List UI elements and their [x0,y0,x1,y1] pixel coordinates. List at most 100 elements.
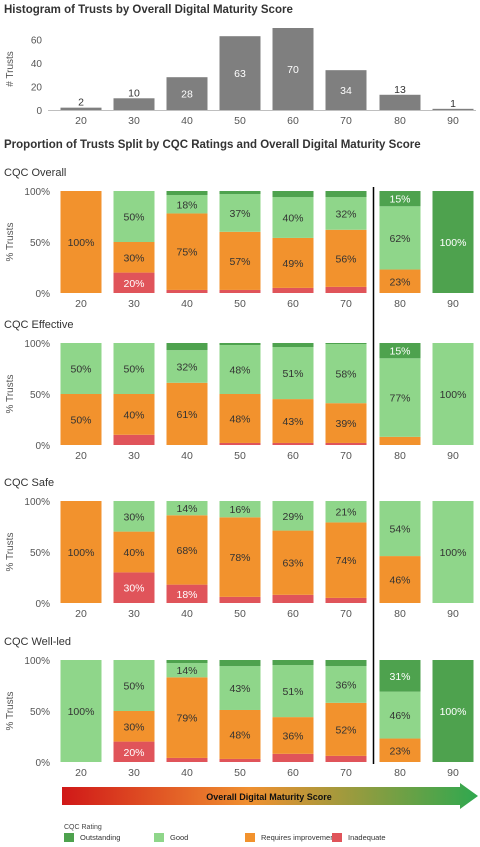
cqc-safe-bar-50-good [219,501,261,518]
cqc-effective-data-label-30-good: 50% [123,364,144,376]
cqc-well-led-xtick-30: 30 [128,767,140,779]
cqc-overall-data-label-20-requires-improvement: 100% [68,237,95,249]
cqc-well-led-ytick-0: 0% [36,758,51,769]
cqc-overall-xtick-90: 90 [447,298,459,310]
cqc-effective-data-label-40-good: 32% [176,361,197,373]
cqc-effective-bar-60-good [272,347,314,400]
maturity-arrow: Overall Digital Maturity Score [62,783,478,809]
histogram-xtick-50: 50 [234,115,246,127]
cqc-well-led-bar-20-good [60,660,102,762]
cqc-overall-bar-30-requires-improvement [113,242,155,273]
cqc-overall-bar-40-outstanding [166,191,208,196]
cqc-overall-data-label-70-good: 32% [335,208,356,220]
legend-item-requires-improvement: Requires improvement [245,833,336,842]
cqc-overall-bar-80-outstanding [379,191,421,207]
cqc-effective-bar-40-requires-improvement [166,382,208,445]
cqc-safe-bar-40-requires-improvement [166,515,208,585]
legend-item-good: Good [154,833,188,842]
cqc-effective-data-label-20-requires-improvement: 50% [70,415,91,427]
cqc-effective-bar-40-good [166,350,208,383]
cqc-overall-bar-60-inadequate [272,287,314,293]
cqc-safe-bar-80-requires-improvement [379,556,421,603]
histogram-bar-40 [166,77,208,110]
cqc-effective-bar-80-good [379,358,421,437]
cqc-effective-xtick-50: 50 [234,450,246,462]
cqc-safe-data-label-40-inadequate: 18% [176,589,197,601]
cqc-effective-bar-70-good [325,344,367,404]
cqc-overall-bar-40-good [166,195,208,214]
cqc-well-led-bar-40-requires-improvement [166,677,208,758]
cqc-well-led-bar-40-inadequate [166,757,208,762]
legend-swatch-requires-improvement [245,833,255,842]
cqc-safe-data-label-90-good: 100% [440,547,467,559]
cqc-effective-data-label-20-good: 50% [70,364,91,376]
cqc-overall-ytick-50: 50% [30,238,50,249]
cqc-well-led-bar-60-outstanding [272,660,314,666]
cqc-overall-ytick-100: 100% [24,187,50,198]
cqc-well-led-xtick-40: 40 [181,767,193,779]
cqc-safe-bar-60-inadequate [272,594,314,603]
cqc-safe-data-label-50-good: 16% [229,504,250,516]
cqc-overall-bar-60-requires-improvement [272,237,314,288]
cqc-safe-bar-30-requires-improvement [113,531,155,573]
cqc-safe-data-label-30-requires-improvement: 40% [123,547,144,559]
cqc-safe-data-label-50-requires-improvement: 78% [229,552,250,564]
cqc-effective-data-label-70-good: 58% [335,369,356,381]
legend-label-requires-improvement: Requires improvement [261,833,337,842]
cqc-safe-bar-60-requires-improvement [272,530,314,595]
cqc-effective-data-label-80-outstanding: 15% [389,346,410,358]
cqc-well-led-data-label-90-outstanding: 100% [440,706,467,718]
histogram-chart: # Trusts 0 20 40 60 2 20 10 30 28 40 63 50 70 60 34 70 13… [5,28,476,127]
cqc-well-led-data-label-50-good: 43% [229,683,250,695]
cqc-overall-data-label-40-good: 18% [176,199,197,211]
cqc-overall-data-label-40-requires-improvement: 75% [176,247,197,259]
histogram-xtick-80: 80 [394,115,406,127]
cqc-well-led-bar-50-requires-improvement [219,709,261,759]
cqc-well-led-bar-40-outstanding [166,660,208,664]
cqc-well-led-bar-70-inadequate [325,755,367,762]
histogram-bar-30 [113,98,155,110]
cqc-well-led-xtick-20: 20 [75,767,87,779]
histogram-ytick-60: 60 [31,36,43,47]
cqc-overall-data-label-90-outstanding: 100% [440,237,467,249]
cqc-overall-bar-90-outstanding [432,191,474,293]
cqc-well-led-ytick-100: 100% [24,656,50,667]
cqc-well-led-xtick-50: 50 [234,767,246,779]
cqc-overall-title: CQC Overall [4,167,66,179]
cqc-effective-xtick-20: 20 [75,450,87,462]
cqc-safe-ytick-50: 50% [30,548,50,559]
cqc-well-led-bar-50-inadequate [219,758,261,762]
proportion-title: Proportion of Trusts Split by CQC Rating… [4,139,421,151]
cqc-well-led-title: CQC Well-led [4,636,71,648]
cqc-well-led-data-label-30-inadequate: 20% [123,747,144,759]
cqc-well-led-bar-60-requires-improvement [272,717,314,754]
cqc-effective-bar-50-good [219,345,261,394]
cqc-overall-bar-40-inadequate [166,289,208,293]
cqc-well-led-bar-30-inadequate [113,741,155,762]
stacked-charts: CQC Overall % Trusts 0% 50% 100% 100% 20 20% 30%… [4,167,474,779]
cqc-overall-data-label-30-inadequate: 20% [123,278,144,290]
cqc-safe-xtick-60: 60 [287,608,299,620]
cqc-overall-data-label-30-good: 50% [123,212,144,224]
cqc-overall-bar-30-inadequate [113,272,155,293]
histogram-data-label-60: 70 [287,64,299,76]
cqc-effective-bar-60-requires-improvement [272,399,314,443]
cqc-well-led-data-label-70-requires-improvement: 52% [335,724,356,736]
cqc-safe-bar-40-good [166,501,208,516]
cqc-well-led-xtick-80: 80 [394,767,406,779]
cqc-overall-bar-50-outstanding [219,191,261,195]
cqc-safe-data-label-80-good: 54% [389,524,410,536]
legend-label-good: Good [170,833,189,842]
cqc-safe-data-label-40-requires-improvement: 68% [176,545,197,557]
histogram-data-label-40: 28 [181,89,193,101]
cqc-overall-data-label-30-requires-improvement: 30% [123,252,144,264]
legend-item-inadequate: Inadequate [332,833,386,842]
histogram-bar-80 [379,94,421,110]
cqc-well-led-bar-50-good [219,666,261,710]
cqc-overall-bar-80-good [379,206,421,270]
cqc-effective-data-label-50-requires-improvement: 48% [229,413,250,425]
cqc-effective-title: CQC Effective [4,319,74,331]
arrow-label: Overall Digital Maturity Score [206,792,332,802]
histogram-data-label-70: 34 [340,85,352,97]
cqc-overall-bar-70-requires-improvement [325,229,367,287]
